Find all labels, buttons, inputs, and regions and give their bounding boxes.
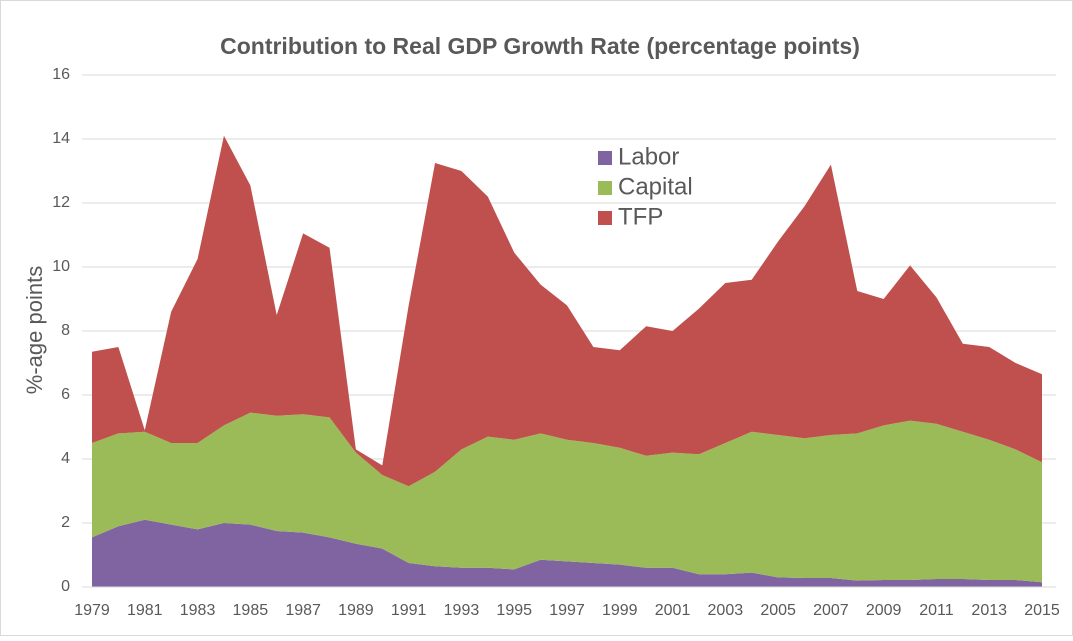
x-tick-label: 2005 bbox=[760, 602, 796, 619]
x-tick-label: 1989 bbox=[338, 602, 374, 619]
x-tick-label: 1999 bbox=[602, 602, 638, 619]
legend-label: Labor bbox=[618, 143, 679, 170]
area bbox=[92, 135, 1042, 487]
x-tick-label: 2015 bbox=[1024, 602, 1060, 619]
y-tick-label: 10 bbox=[52, 258, 70, 275]
legend-label: TFP bbox=[618, 203, 663, 230]
x-tick-label: 1997 bbox=[549, 602, 585, 619]
x-tick-label: 2013 bbox=[971, 602, 1007, 619]
area bbox=[92, 412, 1042, 583]
x-tick-label: 1995 bbox=[496, 602, 532, 619]
legend-swatch bbox=[598, 211, 612, 225]
legend-swatch bbox=[598, 181, 612, 195]
y-tick-label: 0 bbox=[61, 578, 70, 595]
y-tick-label: 4 bbox=[61, 450, 70, 467]
x-tick-label: 1987 bbox=[285, 602, 321, 619]
x-tick-label: 1983 bbox=[180, 602, 216, 619]
x-tick-label: 1991 bbox=[391, 602, 427, 619]
area bbox=[92, 519, 1042, 587]
x-tick-label: 2003 bbox=[708, 602, 744, 619]
y-tick-label: 2 bbox=[61, 514, 70, 531]
y-tick-label: 16 bbox=[52, 66, 70, 83]
x-tick-label: 2011 bbox=[919, 602, 954, 619]
x-tick-label: 1981 bbox=[127, 602, 163, 619]
x-tick-label: 2007 bbox=[813, 602, 849, 619]
x-tick-label: 1993 bbox=[444, 602, 480, 619]
x-tick-label: 2009 bbox=[866, 602, 902, 619]
y-tick-label: 12 bbox=[52, 194, 70, 211]
chart-title: Contribution to Real GDP Growth Rate (pe… bbox=[220, 33, 860, 59]
y-tick-label: 8 bbox=[61, 322, 70, 339]
x-tick-label: 2001 bbox=[655, 602, 691, 619]
y-axis-label: %-age points bbox=[22, 266, 47, 394]
legend-swatch bbox=[598, 151, 612, 165]
x-tick-label: 1979 bbox=[74, 602, 110, 619]
y-tick-label: 6 bbox=[61, 386, 70, 403]
y-tick-label: 14 bbox=[52, 130, 70, 147]
legend-label: Capital bbox=[618, 173, 693, 200]
x-tick-label: 1985 bbox=[233, 602, 269, 619]
